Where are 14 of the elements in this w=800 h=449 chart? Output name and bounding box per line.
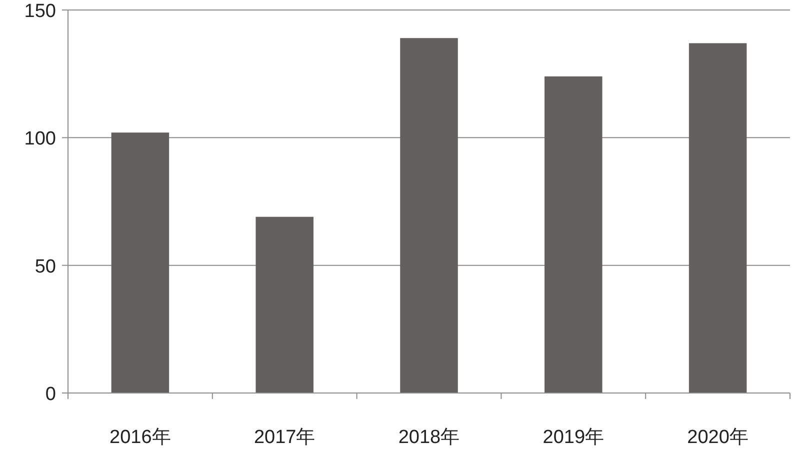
x-tick-label: 2018年 xyxy=(398,427,460,448)
bar xyxy=(400,38,458,393)
x-tick-label: 2019年 xyxy=(542,427,604,448)
bar xyxy=(111,132,170,393)
bar xyxy=(256,216,314,393)
y-tick-label: 0 xyxy=(45,384,56,405)
bar xyxy=(688,43,747,393)
bar xyxy=(544,76,602,393)
x-tick-label: 2016年 xyxy=(110,427,171,448)
y-tick-label: 50 xyxy=(34,256,56,278)
y-tick-label: 100 xyxy=(24,128,56,150)
y-tick-label: 150 xyxy=(24,1,56,22)
x-tick-label: 2020年 xyxy=(687,427,748,448)
x-tick-label: 2017年 xyxy=(254,427,316,448)
